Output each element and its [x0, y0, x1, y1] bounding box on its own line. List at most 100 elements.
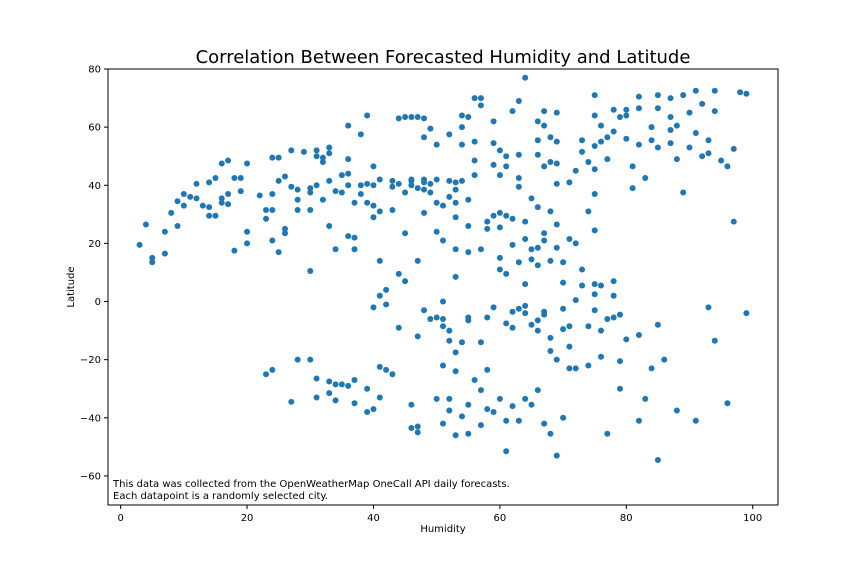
data-point: [534, 151, 541, 158]
data-point: [496, 266, 503, 273]
data-point: [300, 148, 307, 155]
data-point: [395, 324, 402, 331]
data-point: [560, 326, 567, 333]
data-point: [661, 356, 668, 363]
data-point: [547, 208, 554, 215]
plot-frame: [107, 68, 779, 506]
x-axis-label: Humidity: [420, 524, 465, 535]
data-point: [383, 301, 390, 308]
y-tick-label: 40: [88, 181, 101, 192]
data-point: [465, 113, 472, 120]
data-point: [465, 317, 472, 324]
data-point: [345, 170, 352, 177]
data-point: [477, 102, 484, 109]
data-point: [616, 358, 623, 365]
data-point: [579, 148, 586, 155]
data-point: [610, 278, 617, 285]
data-point: [654, 321, 661, 328]
data-point: [389, 177, 396, 184]
data-point: [446, 327, 453, 334]
data-point: [528, 256, 535, 263]
data-point: [598, 282, 605, 289]
data-point: [566, 179, 573, 186]
y-axis: −60 −40 −20 0 20 40 60 80: [80, 65, 108, 482]
data-point: [263, 215, 270, 222]
data-point: [673, 156, 680, 163]
data-point: [471, 377, 478, 384]
data-point: [591, 281, 598, 288]
data-point: [635, 105, 642, 112]
data-point: [471, 95, 478, 102]
data-point: [383, 366, 390, 373]
data-point: [458, 141, 465, 148]
data-point: [269, 206, 276, 213]
data-point: [281, 230, 288, 237]
data-point: [326, 150, 333, 157]
data-point: [604, 430, 611, 437]
y-tick-label: 0: [95, 297, 101, 308]
data-point: [440, 202, 446, 209]
data-point: [383, 286, 390, 293]
data-point: [553, 221, 560, 228]
data-point: [332, 397, 339, 404]
data-point: [187, 193, 194, 200]
x-tick-label: 20: [241, 513, 254, 524]
data-point: [610, 128, 617, 135]
data-point: [458, 124, 465, 131]
data-point: [275, 177, 282, 184]
data-point: [604, 315, 611, 322]
data-point: [389, 371, 396, 378]
data-point: [446, 407, 453, 414]
data-point: [433, 141, 440, 148]
data-point: [566, 236, 573, 243]
data-point: [408, 182, 415, 189]
data-point: [465, 249, 472, 256]
data-point: [598, 138, 605, 145]
data-point: [553, 452, 560, 459]
data-point: [591, 190, 598, 197]
data-point: [414, 185, 421, 192]
data-point: [199, 202, 206, 209]
data-point: [225, 190, 232, 197]
data-point: [180, 190, 187, 197]
data-point: [579, 137, 586, 144]
data-point: [357, 131, 364, 138]
data-point: [307, 185, 314, 192]
data-point: [345, 382, 352, 389]
annotation-line-2: Each datapoint is a randomly selected ci…: [113, 491, 328, 502]
data-point: [458, 339, 465, 346]
data-point: [408, 177, 415, 184]
data-point: [307, 189, 314, 196]
data-point: [699, 100, 706, 107]
x-tick-label: 0: [117, 513, 123, 524]
data-point: [237, 188, 244, 195]
data-point: [496, 395, 503, 402]
data-point: [553, 109, 560, 116]
data-point: [338, 172, 345, 179]
data-point: [452, 179, 459, 186]
data-point: [446, 193, 453, 200]
data-point: [370, 406, 377, 413]
data-point: [509, 403, 516, 410]
data-point: [357, 190, 364, 197]
data-point: [654, 456, 661, 463]
data-point: [193, 195, 200, 202]
data-point: [206, 212, 213, 219]
data-point: [667, 95, 674, 102]
data-point: [458, 112, 465, 119]
data-point: [357, 182, 364, 189]
data-point: [180, 202, 187, 209]
data-point: [421, 209, 428, 216]
data-point: [421, 115, 428, 122]
data-point: [522, 74, 529, 81]
data-point: [218, 195, 225, 202]
data-point: [585, 362, 592, 369]
data-point: [648, 137, 655, 144]
data-point: [465, 196, 472, 203]
data-point: [673, 122, 680, 129]
data-point: [477, 246, 484, 253]
data-point: [269, 366, 276, 373]
data-point: [490, 118, 497, 125]
data-point: [161, 250, 168, 257]
data-point: [686, 144, 693, 151]
